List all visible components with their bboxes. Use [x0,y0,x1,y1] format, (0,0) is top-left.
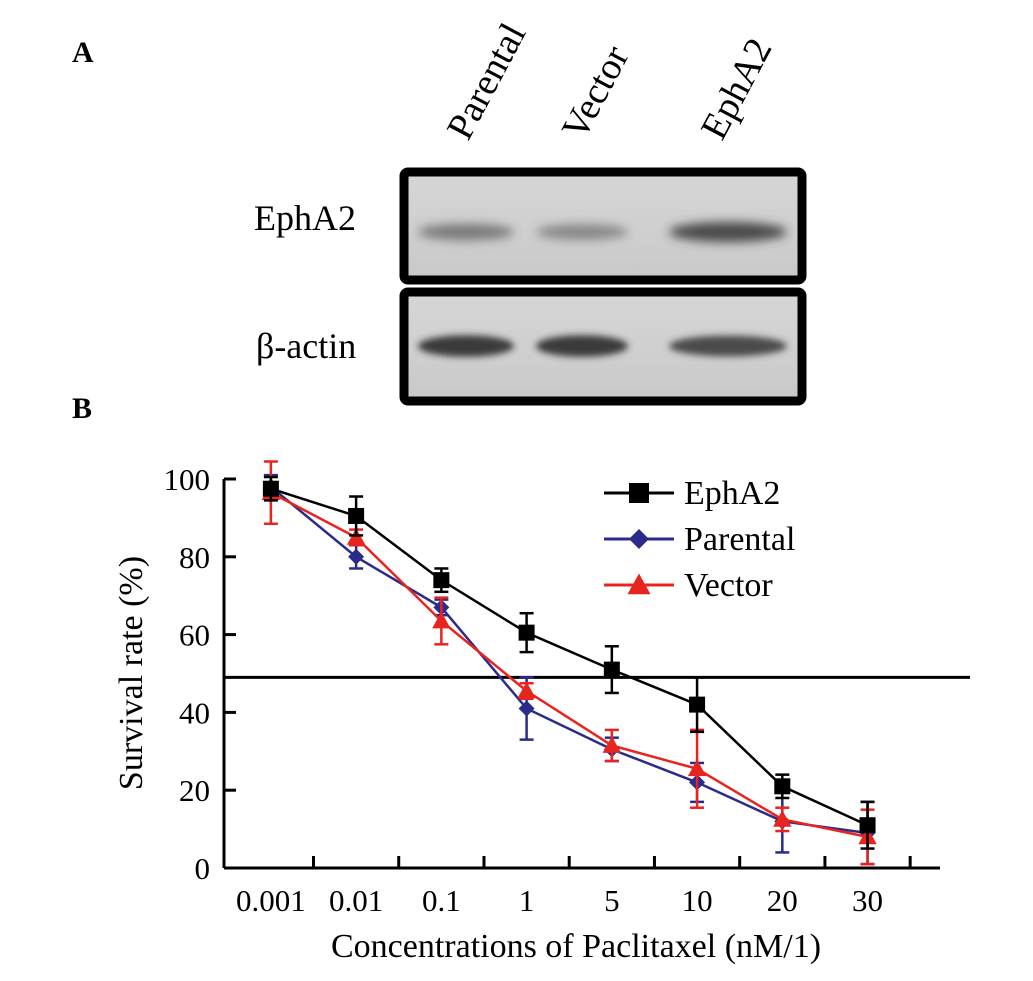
blot-band [418,335,514,357]
lane-label-epha2: EphA2 [693,31,781,146]
blot-band [669,335,787,357]
x-tick-label: 30 [852,883,883,918]
y-tick-label: 100 [164,462,211,497]
blot-beta-actin [399,287,807,406]
y-tick-label: 20 [179,773,210,808]
series-line [270,491,868,839]
x-tick-label: 0.1 [422,883,461,918]
x-tick-label: 0.01 [329,883,383,918]
data-point [432,611,451,629]
lane-label-vector: Vector [554,39,638,147]
chart-legend: EphA2 Parental Vector [604,475,795,604]
y-tick-label: 40 [179,695,210,730]
data-point [348,548,365,565]
data-point [627,573,651,595]
blot-epha2 [399,167,807,285]
x-tick-label: 1 [519,883,535,918]
panel-a-label: A [72,36,94,69]
survival-chart: 0 20 40 60 80 100 0.001 0.01 0.1 1 5 10 20 30 Surviv… [113,460,970,965]
y-tick-label: 0 [195,851,211,886]
x-ticks: 0.001 0.01 0.1 1 5 10 20 30 [236,856,912,918]
blot-band [669,221,787,243]
x-tick-label: 5 [604,883,620,918]
data-point [629,483,649,503]
series-layer [261,460,877,866]
epha2-bands [418,221,787,243]
data-point [518,700,535,717]
data-point [629,529,649,549]
data-point [602,736,622,753]
blot-band [536,224,628,240]
data-point [348,507,365,524]
blot-band [418,223,514,241]
chart-axes [222,479,940,870]
data-point [518,624,535,641]
x-tick-label: 0.001 [236,883,306,918]
data-point [603,661,620,678]
y-tick-label: 80 [179,540,210,575]
y-axis-title: Survival rate (%) [113,556,150,790]
x-tick-label: 20 [767,883,798,918]
x-tick-label: 10 [682,883,713,918]
panel-b-label: B [72,392,92,425]
series-epha2 [262,475,876,850]
lane-labels: Parental Vector EphA2 [439,17,781,147]
data-point [689,696,706,713]
data-point [687,759,707,777]
data-point [262,480,279,497]
row-label-beta-actin: β-actin [256,326,356,366]
legend-label: Vector [684,567,773,604]
lane-label-parental: Parental [439,17,535,147]
row-label-epha2: EphA2 [254,198,356,238]
y-ticks: 0 20 40 60 80 100 [164,462,236,886]
data-point [433,572,450,589]
x-axis-title: Concentrations of Paclitaxel (nM/1) [331,928,821,965]
series-line [270,487,869,827]
series-line [270,485,868,835]
y-tick-label: 60 [179,618,210,653]
beta-actin-bands [418,335,787,357]
legend-label: Parental [684,521,795,558]
blot-band [536,335,628,357]
data-point [859,817,876,834]
data-point [774,778,791,795]
data-point [517,681,536,699]
legend-label: EphA2 [684,475,780,512]
data-point [773,810,792,827]
